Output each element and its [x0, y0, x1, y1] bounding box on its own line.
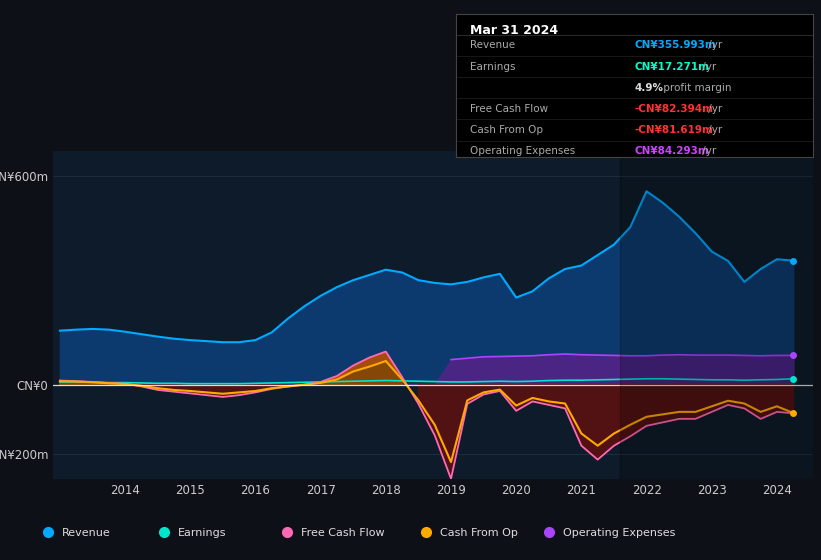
Text: /yr: /yr [705, 125, 722, 135]
Text: CN¥84.293m: CN¥84.293m [635, 146, 709, 156]
Text: Cash From Op: Cash From Op [440, 528, 518, 538]
Text: Cash From Op: Cash From Op [470, 125, 543, 135]
Text: /yr: /yr [699, 146, 716, 156]
Text: Mar 31 2024: Mar 31 2024 [470, 24, 558, 37]
Text: CN¥17.271m: CN¥17.271m [635, 62, 709, 72]
Text: -CN¥82.394m: -CN¥82.394m [635, 104, 713, 114]
Text: -CN¥81.619m: -CN¥81.619m [635, 125, 713, 135]
Text: 4.9%: 4.9% [635, 83, 663, 93]
Text: Free Cash Flow: Free Cash Flow [301, 528, 384, 538]
Text: Revenue: Revenue [62, 528, 110, 538]
Text: Free Cash Flow: Free Cash Flow [470, 104, 548, 114]
Text: profit margin: profit margin [660, 83, 732, 93]
Text: CN¥355.993m: CN¥355.993m [635, 40, 716, 50]
Text: Revenue: Revenue [470, 40, 515, 50]
Text: Earnings: Earnings [470, 62, 516, 72]
Text: Earnings: Earnings [177, 528, 226, 538]
Text: /yr: /yr [699, 62, 716, 72]
Text: Operating Expenses: Operating Expenses [470, 146, 576, 156]
Text: Operating Expenses: Operating Expenses [563, 528, 676, 538]
Bar [621, 151, 813, 479]
Text: /yr: /yr [705, 104, 722, 114]
Text: /yr: /yr [705, 40, 722, 50]
